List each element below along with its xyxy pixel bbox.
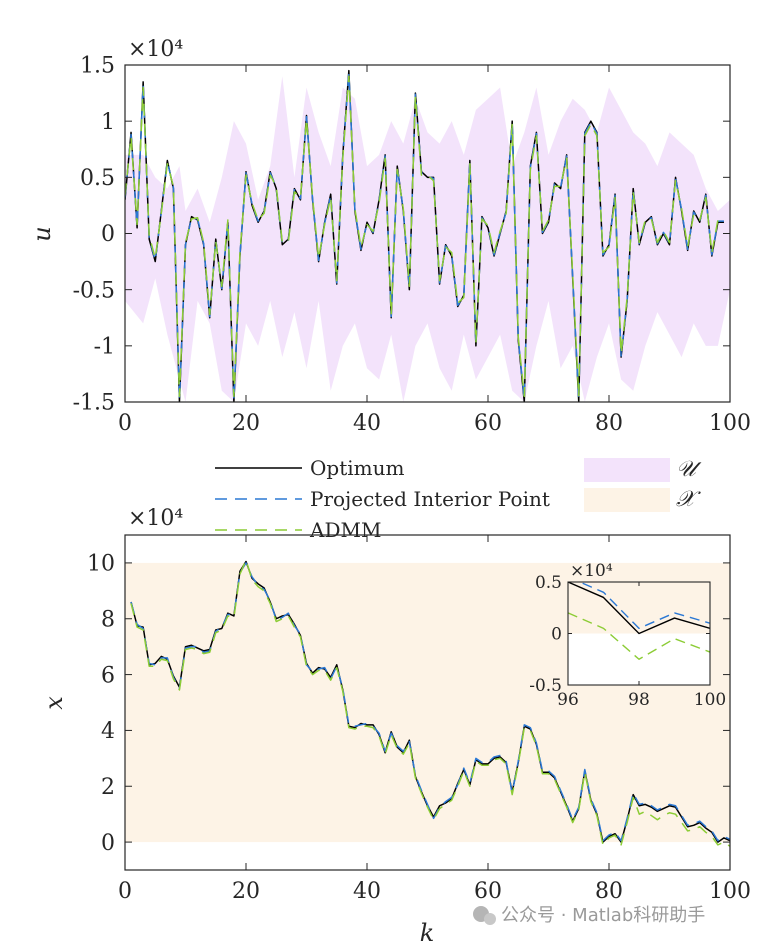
bottom-axes: 0 20 40 60 80 100 0 2 4 6 8 10 ×10⁴ x k [40, 506, 751, 946]
bottom-y-tick-label: 6 [101, 663, 115, 688]
legend-label-optimum: Optimum [310, 456, 404, 480]
legend-swatch-x [584, 488, 670, 512]
watermark-text: 公众号 · Matlab科研助手 [501, 905, 705, 926]
bottom-axes-box [124, 534, 731, 871]
top-y-axis-label: u [28, 226, 56, 241]
inset-x-tick-label: 96 [557, 690, 579, 710]
top-y-tick-label: -0.5 [73, 278, 115, 303]
inset-y-tick-label: 0 [551, 624, 562, 644]
top-x-tick-label: 60 [474, 411, 502, 436]
wechat-icon-secondary [484, 913, 496, 925]
inset-y-tick-label: -0.5 [529, 676, 562, 696]
top-y-tick-label: 0.5 [80, 166, 115, 191]
bottom-x-tick-label: 100 [709, 879, 751, 904]
bottom-x-tick-label: 0 [118, 879, 132, 904]
legend-label-x: 𝒳 [676, 487, 701, 512]
inset-series-admm [568, 612, 710, 660]
legend-label-admm: ADMM [309, 518, 381, 542]
top-set-region-u [125, 76, 730, 402]
top-axes: 0 20 40 60 80 100 -1.5 -1 -0.5 0 0.5 1 1.5 ×10⁴ u [28, 37, 751, 436]
top-series-projected-interior-point [125, 72, 724, 401]
inset-series-projected-interior-point [578, 582, 710, 630]
top-x-tick-label: 20 [232, 411, 260, 436]
legend: Optimum Projected Interior Point ADMM 𝒰 … [215, 456, 702, 542]
legend-label-projected-interior-point: Projected Interior Point [310, 487, 550, 511]
inset-y-tick-label: 0.5 [535, 573, 562, 593]
top-x-tick-label: 0 [118, 411, 132, 436]
bottom-y-tick-label: 8 [101, 607, 115, 632]
top-y-tick-label: 1.5 [80, 54, 115, 79]
bottom-y-tick-label: 10 [87, 552, 115, 577]
bottom-x-tick-label: 80 [595, 879, 623, 904]
bottom-y-tick-label: 2 [101, 775, 115, 800]
inset-set-region-x [568, 582, 710, 634]
bottom-x-axis-label: k [420, 919, 435, 946]
bottom-series-projected-interior-point [130, 562, 730, 842]
legend-swatch-u [584, 458, 670, 482]
watermark: 公众号 · Matlab科研助手 [473, 905, 705, 926]
top-y-tick-label: 0 [101, 222, 115, 247]
top-x-tick-label: 40 [353, 411, 381, 436]
inset-series-optimum [568, 582, 710, 635]
inset-x-tick-label: 100 [694, 690, 726, 710]
bottom-x-tick-label: 60 [474, 879, 502, 904]
legend-label-u: 𝒰 [676, 457, 702, 482]
top-x-tick-label: 100 [709, 411, 751, 436]
bottom-x-tick-label: 20 [232, 879, 260, 904]
inset-axes: 96 98 100 -0.5 0 0.5 ×10⁴ [529, 561, 726, 710]
bottom-y-axis-label: x [40, 696, 68, 710]
bottom-x-tick-label: 40 [353, 879, 381, 904]
top-series-admm [125, 75, 724, 398]
inset-x-tick-label: 98 [628, 690, 650, 710]
bottom-y-tick-label: 4 [101, 719, 115, 744]
inset-y-exponent: ×10⁴ [570, 561, 613, 581]
top-y-tick-label: -1 [94, 335, 115, 360]
top-y-tick-label: 1 [101, 110, 115, 135]
top-x-tick-label: 80 [595, 411, 623, 436]
bottom-series-admm [130, 559, 730, 847]
top-y-tick-label: -1.5 [73, 391, 115, 416]
bottom-y-exponent: ×10⁴ [128, 506, 183, 531]
bottom-y-tick-label: 0 [101, 831, 115, 856]
top-y-exponent: ×10⁴ [128, 37, 183, 62]
